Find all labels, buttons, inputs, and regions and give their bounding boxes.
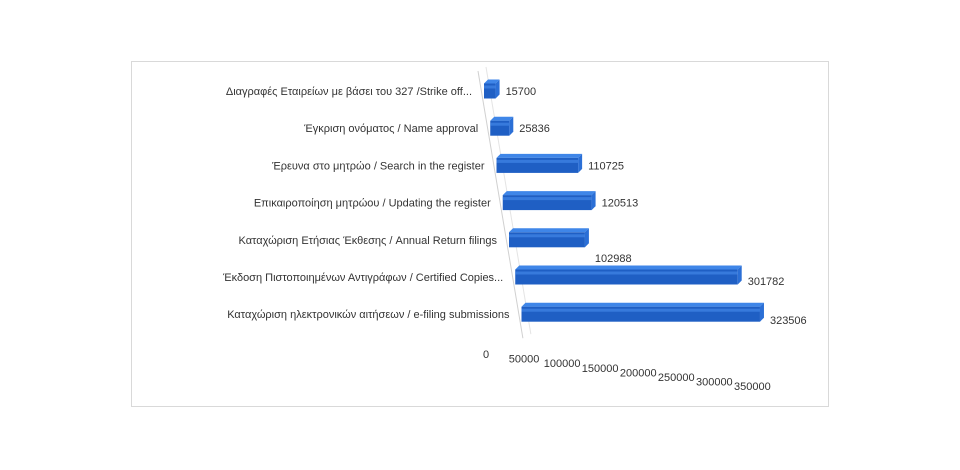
chart-frame: 15700 Διαγραφές Εταιρείων με βάσει του 32…: [131, 61, 829, 407]
category-label: Επικαιροποίηση μητρώου / Updating the re…: [254, 198, 491, 210]
x-tick-label: 100000: [544, 358, 581, 370]
bar-top-face: [508, 228, 589, 233]
data-label: 110725: [588, 160, 624, 172]
x-tick-label: 200000: [620, 367, 657, 379]
bar-top-face: [496, 153, 583, 158]
bar-chart: 15700 Διαγραφές Εταιρείων με βάσει του 32…: [222, 66, 807, 393]
data-label: 120513: [602, 198, 639, 210]
bar-top-face: [521, 302, 764, 307]
x-tick-label: 250000: [658, 372, 695, 384]
x-tick-label: 350000: [734, 381, 771, 393]
bar: [484, 83, 496, 99]
bar-highlight: [502, 197, 592, 201]
labels-layer: 15700 Διαγραφές Εταιρείων με βάσει του 32…: [222, 86, 807, 393]
x-tick-label: 50000: [509, 354, 540, 366]
data-label: 15700: [506, 86, 537, 98]
data-label: 102988: [595, 253, 632, 265]
bar-highlight: [508, 234, 585, 238]
bar-highlight: [490, 122, 510, 126]
bar-end-face: [509, 116, 514, 136]
category-label: Καταχώριση ηλεκτρονικών αιτήσεων / e-fil…: [227, 309, 510, 321]
bar-end-face: [737, 265, 742, 285]
data-label: 301782: [748, 276, 785, 288]
x-tick-label: 300000: [696, 377, 733, 389]
bar-end-face: [584, 228, 589, 248]
bar-highlight: [484, 85, 496, 89]
bar-end-face: [578, 153, 583, 173]
category-label: Έκδοση Πιστοποιημένων Αντιγράφων / Certi…: [222, 272, 503, 284]
bar-top-face: [484, 79, 500, 84]
bar-end-face: [591, 191, 596, 211]
y-axis-line: [477, 70, 524, 339]
category-label: Διαγραφές Εταιρείων με βάσει του 327 /St…: [226, 86, 472, 98]
category-label: Καταχώριση Ετήσιας Έκθεσης / Annual Retu…: [239, 235, 498, 247]
bar-highlight: [515, 271, 738, 275]
bar-top-face: [515, 265, 742, 270]
x-tick-label: 150000: [582, 363, 619, 375]
bar-top-face: [490, 116, 514, 121]
data-label: 25836: [519, 123, 550, 135]
data-label: 323506: [770, 315, 807, 327]
bar-top-face: [502, 191, 596, 196]
bar-highlight: [521, 308, 760, 312]
bar-end-face: [759, 302, 764, 322]
bar-end-face: [495, 79, 500, 99]
x-tick-label: 0: [483, 349, 489, 361]
bar-highlight: [496, 159, 579, 163]
bars-layer: [484, 79, 764, 322]
category-label: Έγκριση ονόματος / Name approval: [303, 123, 478, 135]
category-label: Έρευνα στο μητρώο / Search in the regist…: [271, 160, 485, 172]
